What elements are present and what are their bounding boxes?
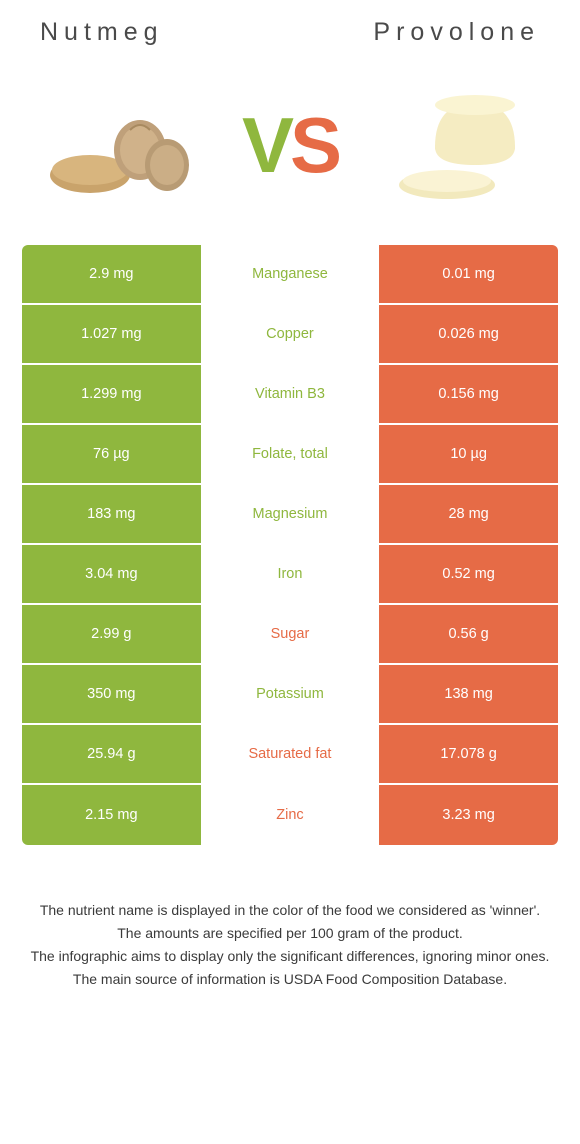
right-value: 0.56 g <box>379 605 558 663</box>
table-row: 2.15 mgZinc3.23 mg <box>22 785 558 845</box>
nutrient-label: Zinc <box>201 785 380 845</box>
right-value: 0.52 mg <box>379 545 558 603</box>
table-row: 183 mgMagnesium28 mg <box>22 485 558 545</box>
table-row: 25.94 gSaturated fat17.078 g <box>22 725 558 785</box>
right-value: 10 µg <box>379 425 558 483</box>
left-value: 25.94 g <box>22 725 201 783</box>
left-value: 1.299 mg <box>22 365 201 423</box>
nutrient-label: Folate, total <box>201 425 380 483</box>
left-value: 2.99 g <box>22 605 201 663</box>
table-row: 1.027 mgCopper0.026 mg <box>22 305 558 365</box>
left-value: 350 mg <box>22 665 201 723</box>
left-value: 76 µg <box>22 425 201 483</box>
nutrient-label: Magnesium <box>201 485 380 543</box>
infographic-container: Nutmeg Provolone VS <box>0 0 580 1032</box>
table-row: 2.99 gSugar0.56 g <box>22 605 558 665</box>
right-value: 138 mg <box>379 665 558 723</box>
table-row: 3.04 mgIron0.52 mg <box>22 545 558 605</box>
provolone-image <box>385 85 535 205</box>
right-value: 0.01 mg <box>379 245 558 303</box>
footer-line-3: The infographic aims to display only the… <box>30 946 550 967</box>
nutrient-label: Sugar <box>201 605 380 663</box>
footer-notes: The nutrient name is displayed in the co… <box>0 845 580 1032</box>
footer-line-4: The main source of information is USDA F… <box>30 969 550 990</box>
vs-label: VS <box>242 106 338 184</box>
right-value: 3.23 mg <box>379 785 558 845</box>
left-food-title: Nutmeg <box>40 18 164 47</box>
nutrient-label: Iron <box>201 545 380 603</box>
left-value: 183 mg <box>22 485 201 543</box>
right-value: 28 mg <box>379 485 558 543</box>
images-row: VS <box>0 55 580 245</box>
comparison-table: 2.9 mgManganese0.01 mg1.027 mgCopper0.02… <box>0 245 580 845</box>
table-row: 2.9 mgManganese0.01 mg <box>22 245 558 305</box>
header: Nutmeg Provolone <box>0 0 580 55</box>
vs-v: V <box>242 101 290 189</box>
nutrient-label: Copper <box>201 305 380 363</box>
left-value: 3.04 mg <box>22 545 201 603</box>
nutrient-label: Potassium <box>201 665 380 723</box>
table-row: 350 mgPotassium138 mg <box>22 665 558 725</box>
right-value: 0.156 mg <box>379 365 558 423</box>
right-value: 0.026 mg <box>379 305 558 363</box>
table-row: 76 µgFolate, total10 µg <box>22 425 558 485</box>
table-row: 1.299 mgVitamin B30.156 mg <box>22 365 558 425</box>
right-value: 17.078 g <box>379 725 558 783</box>
nutrient-label: Manganese <box>201 245 380 303</box>
footer-line-1: The nutrient name is displayed in the co… <box>30 900 550 921</box>
right-food-title: Provolone <box>373 18 540 47</box>
left-value: 2.15 mg <box>22 785 201 845</box>
left-value: 2.9 mg <box>22 245 201 303</box>
footer-line-2: The amounts are specified per 100 gram o… <box>30 923 550 944</box>
nutrient-label: Saturated fat <box>201 725 380 783</box>
left-value: 1.027 mg <box>22 305 201 363</box>
vs-s: S <box>290 101 338 189</box>
nutrient-label: Vitamin B3 <box>201 365 380 423</box>
nutmeg-image <box>45 85 195 205</box>
